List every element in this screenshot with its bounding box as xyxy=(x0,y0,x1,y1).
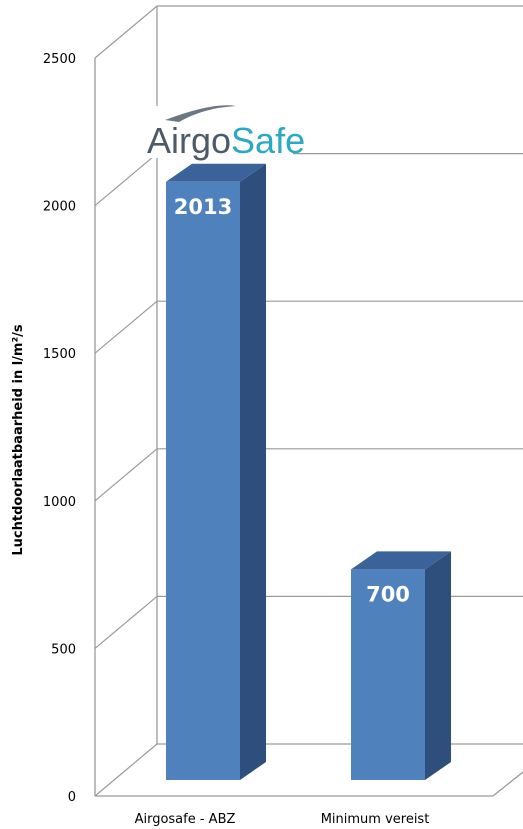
svg-text:AirgoSafe: AirgoSafe xyxy=(147,120,305,161)
gridline-diagonal xyxy=(94,743,158,797)
airgosafe-logo: AirgoSafe xyxy=(143,105,305,161)
y-tick-label: 1500 xyxy=(43,347,76,362)
gridline-diagonal xyxy=(94,153,158,207)
bar-top xyxy=(166,163,266,182)
logo-text-airgo: Airgo xyxy=(147,120,231,161)
bars: 2013 700 xyxy=(166,163,451,781)
gridline-diagonal xyxy=(94,5,158,59)
bar xyxy=(166,181,240,781)
bar-data-label: 2013 xyxy=(174,195,232,219)
bar-top xyxy=(351,551,451,570)
y-axis-ticks: 0 500 1000 1500 2000 2500 xyxy=(43,52,76,805)
y-tick-label: 2000 xyxy=(43,200,76,215)
logo-swoosh-icon xyxy=(165,105,236,122)
logo-text-safe: Safe xyxy=(231,120,305,161)
gridline-diagonal xyxy=(94,300,158,354)
y-tick-label: 500 xyxy=(51,642,76,657)
gridline-diagonal xyxy=(94,595,158,649)
floor-right-edge xyxy=(492,771,523,797)
bar-side xyxy=(240,163,266,781)
bar xyxy=(351,569,425,780)
x-category-label: Minimum vereist xyxy=(321,812,430,827)
y-axis-label: Luchtdoorlaatbaarheid in l/m²/s xyxy=(11,324,26,556)
y-tick-label: 0 xyxy=(68,790,76,805)
y-tick-label: 2500 xyxy=(43,52,76,67)
gridline-diagonal xyxy=(94,448,158,502)
x-category-label: Airgosafe - ABZ xyxy=(135,812,236,827)
y-tick-label: 1000 xyxy=(43,495,76,510)
bar-side xyxy=(425,551,451,780)
bar-data-label: 700 xyxy=(366,582,410,606)
x-axis-categories: Airgosafe - ABZ Minimum vereist xyxy=(135,812,430,827)
